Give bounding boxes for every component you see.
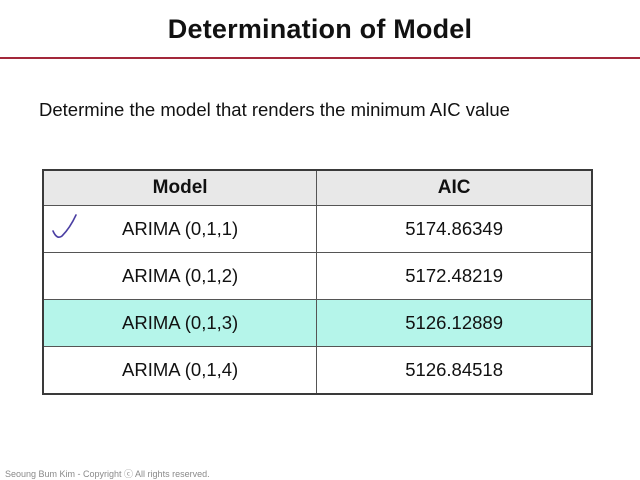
aic-cell: 5126.12889 <box>316 299 593 347</box>
aic-cell: 5174.86349 <box>316 205 593 253</box>
table-row: ARIMA (0,1,2) 5172.48219 <box>42 252 593 300</box>
slide-subtitle: Determine the model that renders the min… <box>39 99 510 120</box>
aic-cell: 5126.84518 <box>316 346 593 395</box>
table-row: ARIMA (0,1,4) 5126.84518 <box>42 346 593 395</box>
table-row: ARIMA (0,1,1) 5174.86349 <box>42 205 593 253</box>
model-cell: ARIMA (0,1,4) <box>42 346 318 395</box>
model-cell: ARIMA (0,1,1) <box>42 205 318 253</box>
title-divider <box>0 57 640 59</box>
aic-table: Model AIC ARIMA (0,1,1) 5174.86349 ARIMA… <box>42 169 593 395</box>
header-aic: AIC <box>316 169 593 206</box>
model-cell: ARIMA (0,1,3) <box>42 299 318 347</box>
check-mark-icon <box>52 214 77 238</box>
copyright-footer: Seoung Bum Kim - Copyright ⓒ All rights … <box>5 469 210 479</box>
slide-title: Determination of Model <box>167 14 473 44</box>
model-label: ARIMA (0,1,1) <box>122 218 239 239</box>
table-header-row: Model AIC <box>42 169 593 206</box>
model-cell: ARIMA (0,1,2) <box>42 252 318 300</box>
header-model: Model <box>42 169 318 206</box>
table-row-highlighted: ARIMA (0,1,3) 5126.12889 <box>42 299 593 347</box>
aic-cell: 5172.48219 <box>316 252 593 300</box>
